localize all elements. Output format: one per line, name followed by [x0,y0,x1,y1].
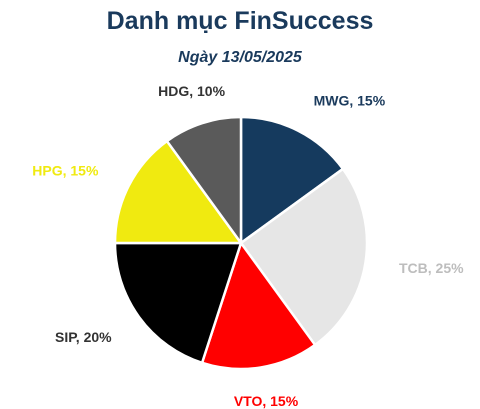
chart-subtitle: Ngày 13/05/2025 [178,49,302,66]
pie-slice-sip [113,241,243,365]
pie-slice-mwg [239,115,345,245]
pie-slice-hdg [165,115,243,245]
pie-label-vto: VTO, 15% [234,393,299,409]
pie-slice-tcb [239,167,369,347]
pie-label-mwg: MWG, 15% [314,92,386,108]
pie-label-tcb: TCB, 25% [399,260,464,276]
pie-slice-vto [200,241,317,371]
pie-label-hdg: HDG, 10% [158,83,225,99]
chart-title: Danh mục FinSuccess [106,7,374,35]
pie-label-hpg: HPG, 15% [32,162,99,178]
pie-slice-hpg [113,139,243,245]
pie-label-sip: SIP, 20% [55,329,112,345]
